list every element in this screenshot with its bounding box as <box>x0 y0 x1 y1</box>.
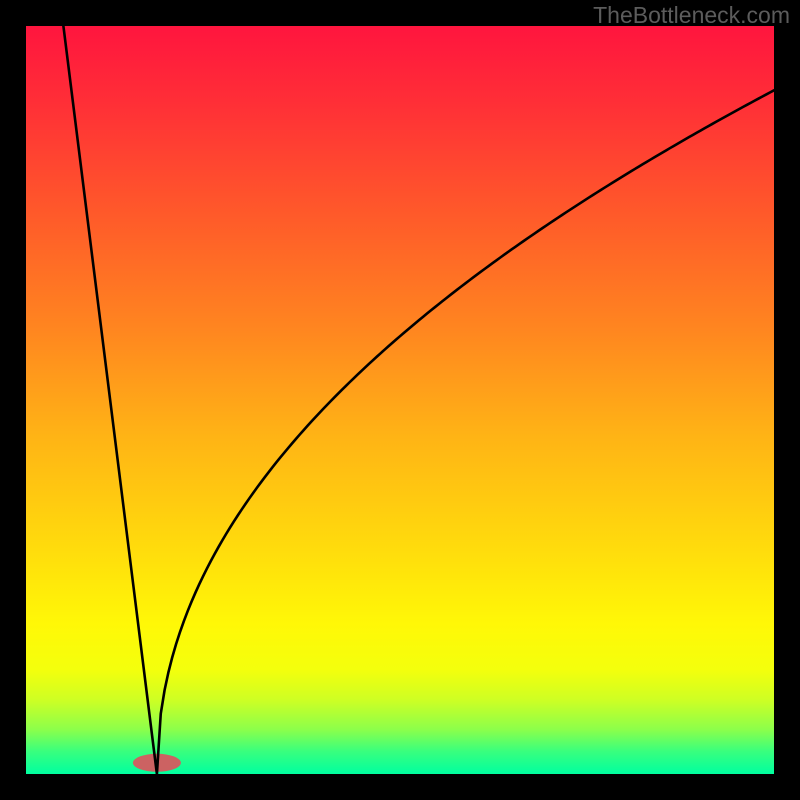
bottleneck-chart-svg <box>0 0 800 800</box>
watermark-text: TheBottleneck.com <box>593 2 790 29</box>
figure-root: TheBottleneck.com <box>0 0 800 800</box>
plot-background <box>26 26 774 774</box>
